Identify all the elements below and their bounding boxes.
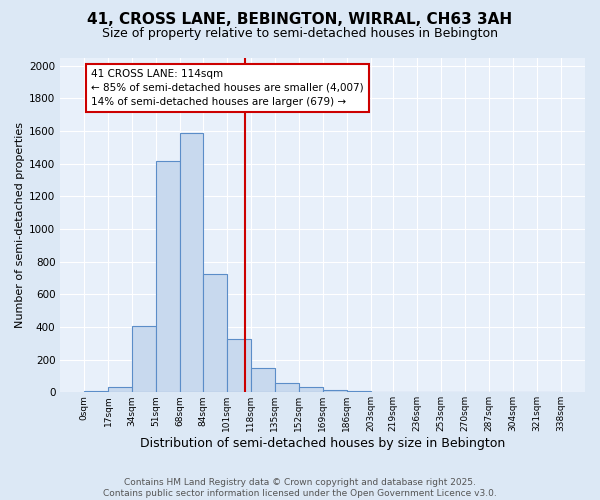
Bar <box>203 274 227 392</box>
Text: Contains HM Land Registry data © Crown copyright and database right 2025.
Contai: Contains HM Land Registry data © Crown c… <box>103 478 497 498</box>
Text: Size of property relative to semi-detached houses in Bebington: Size of property relative to semi-detach… <box>102 28 498 40</box>
Bar <box>251 368 275 392</box>
Bar <box>180 132 203 392</box>
Bar <box>299 386 323 392</box>
Bar <box>132 326 156 392</box>
Bar <box>108 386 132 392</box>
Bar <box>84 390 108 392</box>
X-axis label: Distribution of semi-detached houses by size in Bebington: Distribution of semi-detached houses by … <box>140 437 505 450</box>
Bar <box>347 391 371 392</box>
Text: 41 CROSS LANE: 114sqm
← 85% of semi-detached houses are smaller (4,007)
14% of s: 41 CROSS LANE: 114sqm ← 85% of semi-deta… <box>91 69 364 107</box>
Bar <box>323 390 347 392</box>
Y-axis label: Number of semi-detached properties: Number of semi-detached properties <box>15 122 25 328</box>
Bar <box>227 339 251 392</box>
Bar <box>275 384 299 392</box>
Bar <box>156 161 180 392</box>
Text: 41, CROSS LANE, BEBINGTON, WIRRAL, CH63 3AH: 41, CROSS LANE, BEBINGTON, WIRRAL, CH63 … <box>88 12 512 28</box>
